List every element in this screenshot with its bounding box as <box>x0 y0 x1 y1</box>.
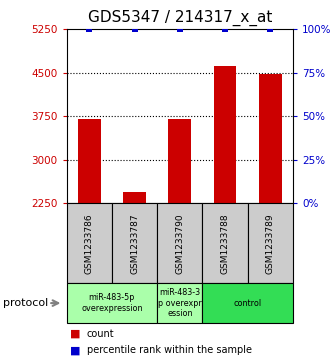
Bar <box>67 283 157 323</box>
Text: miR-483-3
p overexpr
ession: miR-483-3 p overexpr ession <box>158 288 202 318</box>
Bar <box>157 203 202 283</box>
Text: GSM1233786: GSM1233786 <box>85 213 94 274</box>
Bar <box>67 203 112 283</box>
Bar <box>202 283 293 323</box>
Text: GSM1233787: GSM1233787 <box>130 213 139 274</box>
Text: ■: ■ <box>70 345 81 355</box>
Bar <box>168 119 191 203</box>
Bar <box>202 203 248 283</box>
Bar <box>248 203 293 283</box>
Title: GDS5347 / 214317_x_at: GDS5347 / 214317_x_at <box>88 10 272 26</box>
Bar <box>123 192 146 203</box>
Text: miR-483-5p
overexpression: miR-483-5p overexpression <box>81 293 143 313</box>
Text: percentile rank within the sample: percentile rank within the sample <box>87 345 251 355</box>
Bar <box>214 66 236 203</box>
Text: count: count <box>87 329 114 339</box>
Text: GSM1233790: GSM1233790 <box>175 213 184 274</box>
Text: ■: ■ <box>70 329 81 339</box>
Bar <box>157 283 202 323</box>
Bar <box>78 119 101 203</box>
Text: protocol: protocol <box>3 298 49 308</box>
Bar <box>112 203 157 283</box>
Text: control: control <box>234 299 262 307</box>
Text: GSM1233788: GSM1233788 <box>220 213 230 274</box>
Bar <box>259 74 282 203</box>
Text: GSM1233789: GSM1233789 <box>266 213 275 274</box>
